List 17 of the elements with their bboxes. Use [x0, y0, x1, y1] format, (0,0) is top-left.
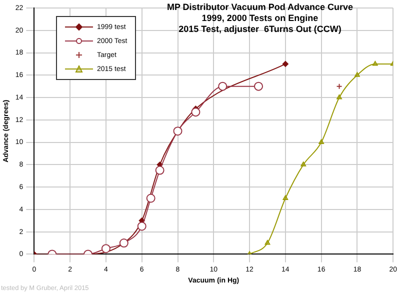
point: [282, 195, 288, 200]
point: [300, 162, 306, 166]
point: [137, 222, 146, 231]
point: [146, 194, 156, 203]
point: [282, 60, 288, 67]
point: [372, 60, 378, 66]
point: [336, 83, 342, 90]
point: [264, 240, 270, 245]
point: [336, 94, 342, 100]
point: [218, 82, 228, 91]
point: [191, 108, 200, 117]
point: [101, 244, 110, 254]
point: [318, 139, 324, 144]
point: [254, 82, 264, 91]
point: [354, 72, 360, 77]
text: MP Distributor Vacuum Pod Advance Curve 1999, 2000 Tests on Engine 2015 Test, adjuster 6Turns Out (CCW): [166, 2, 354, 35]
point: [155, 166, 164, 175]
